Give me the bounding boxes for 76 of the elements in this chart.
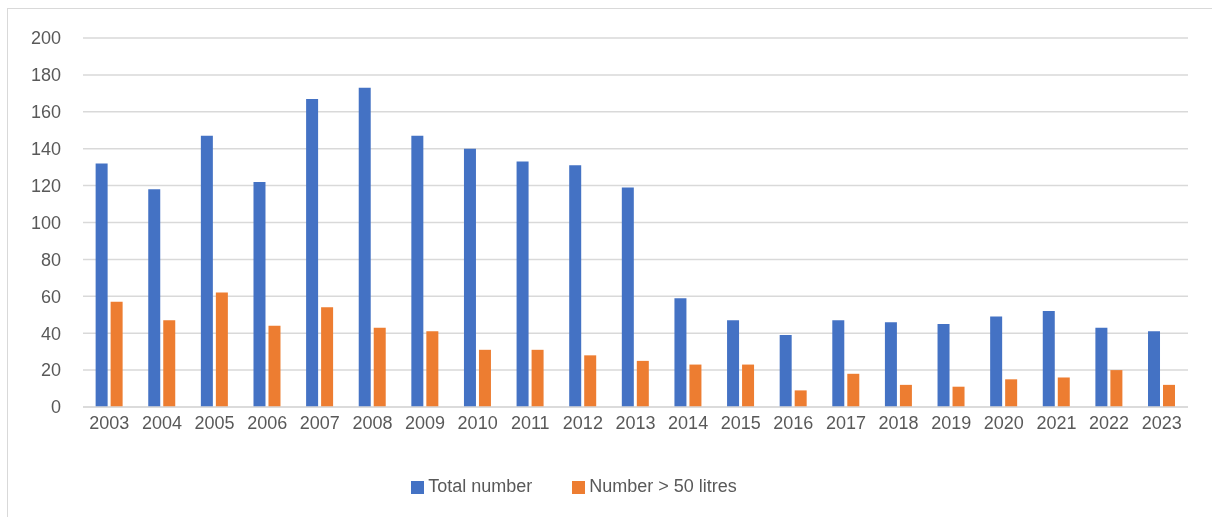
bar	[1148, 331, 1161, 407]
bar	[1057, 377, 1070, 407]
y-tick-label: 20	[40, 360, 61, 381]
x-tick-label: 2020	[983, 412, 1024, 433]
y-tick-label: 200	[30, 28, 61, 49]
y-tick-label: 0	[50, 397, 61, 418]
bar	[426, 331, 439, 407]
y-tick-label: 180	[30, 65, 61, 86]
bar	[1163, 384, 1176, 407]
y-tick-label: 40	[40, 323, 61, 344]
bar	[1110, 370, 1123, 407]
bar	[95, 163, 108, 407]
x-tick-label: 2017	[825, 412, 866, 433]
bar	[478, 349, 491, 407]
bar	[674, 298, 687, 407]
x-tick-label: 2012	[562, 412, 603, 433]
bar	[358, 87, 371, 407]
bar	[990, 316, 1003, 407]
bar	[321, 307, 334, 407]
x-tick-label: 2021	[1036, 412, 1077, 433]
bar	[794, 390, 807, 407]
x-tick-label: 2005	[194, 412, 235, 433]
x-tick-label: 2007	[299, 412, 340, 433]
y-tick-label: 140	[30, 139, 61, 160]
bar	[832, 320, 845, 407]
bar	[253, 181, 266, 407]
x-tick-label: 2019	[931, 412, 972, 433]
bar	[937, 323, 950, 407]
legend-label: Number > 50 litres	[589, 476, 737, 496]
bar	[110, 301, 123, 407]
bar	[148, 189, 161, 407]
y-tick-label: 80	[40, 249, 61, 270]
x-tick-label: 2003	[89, 412, 130, 433]
bar	[727, 320, 740, 407]
x-tick-label: 2014	[668, 412, 709, 433]
bar	[306, 98, 319, 407]
bar	[1042, 311, 1055, 407]
x-tick-label: 2015	[720, 412, 761, 433]
bar	[847, 373, 860, 407]
y-tick-label: 160	[30, 102, 61, 123]
x-tick-label: 2008	[352, 412, 393, 433]
bar	[636, 360, 649, 407]
bar	[779, 335, 792, 407]
bar	[884, 322, 897, 407]
x-tick-label: 2018	[878, 412, 919, 433]
bar	[899, 384, 912, 407]
bar	[215, 292, 228, 407]
bar	[411, 135, 424, 407]
bar	[689, 364, 702, 407]
bar	[1005, 379, 1018, 407]
x-tick-label: 2006	[247, 412, 288, 433]
bar	[569, 165, 582, 407]
bar	[463, 148, 476, 407]
bar	[621, 187, 634, 407]
y-tick-label: 60	[40, 286, 61, 307]
x-tick-label: 2011	[510, 412, 550, 433]
bar	[268, 325, 281, 407]
x-tick-label: 2022	[1089, 412, 1130, 433]
x-tick-label: 2004	[141, 412, 182, 433]
bar	[200, 135, 213, 407]
x-tick-label: 2016	[773, 412, 814, 433]
x-tick-label: 2010	[457, 412, 498, 433]
bar	[1095, 327, 1108, 407]
bar	[163, 320, 176, 407]
y-tick-label: 100	[30, 212, 61, 233]
x-tick-label: 2013	[615, 412, 656, 433]
y-tick-label: 120	[30, 175, 61, 196]
bar	[531, 349, 544, 407]
x-tick-label: 2009	[405, 412, 446, 433]
bar	[373, 327, 386, 407]
bar	[952, 386, 965, 407]
bar	[742, 364, 755, 407]
bar	[584, 355, 597, 407]
x-tick-label: 2023	[1141, 412, 1182, 433]
bar	[516, 161, 529, 407]
legend-label: Total number	[428, 476, 533, 496]
